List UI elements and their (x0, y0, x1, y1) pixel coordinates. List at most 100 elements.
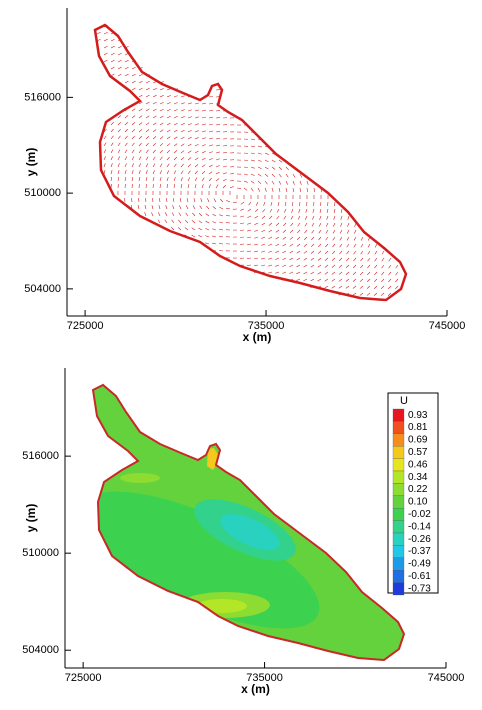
vector-arrow (145, 108, 150, 112)
vector-arrow (346, 250, 350, 255)
vector-arrow (171, 226, 175, 231)
vector-arrow (257, 159, 262, 162)
vector-arrow (192, 212, 196, 217)
vector-arrow (219, 221, 224, 224)
vector-arrow (178, 212, 182, 217)
vector-arrow (131, 142, 135, 147)
vector-arrow (219, 214, 224, 217)
vector-arrow (131, 122, 136, 126)
vector-arrow (145, 94, 150, 98)
vector-arrow (219, 198, 224, 203)
lake-boundary (91, 383, 406, 662)
vector-arrow (208, 144, 213, 147)
vector-arrow (261, 250, 266, 253)
vector-arrow (131, 149, 135, 154)
vector-arrow (283, 215, 287, 220)
vector-arrow (192, 205, 196, 210)
contour-north (120, 473, 160, 483)
vector-arrow (124, 66, 129, 70)
contour-field (93, 385, 404, 660)
legend-swatch (392, 446, 405, 459)
vector-arrow (283, 222, 287, 227)
vector-arrow (215, 110, 221, 112)
vector-arrow (215, 130, 220, 133)
vector-arrow (359, 285, 364, 289)
vector-arrow (215, 117, 221, 119)
legend-swatch (392, 532, 405, 546)
vector-arrow (194, 130, 199, 133)
vector-arrow (339, 229, 343, 234)
vector-arrow (186, 198, 189, 203)
vector-arrow (289, 243, 294, 247)
vector-arrow (179, 198, 182, 203)
vector-arrow (187, 109, 192, 112)
vector-arrow (345, 271, 350, 275)
vector-arrow (353, 264, 357, 269)
vector-arrow (299, 180, 302, 185)
vector-arrow (367, 243, 371, 248)
vector-arrow (264, 159, 269, 163)
legend-label: 0.10 (408, 497, 428, 508)
vector-arrow (194, 184, 197, 189)
legend-label: 0.81 (408, 422, 428, 433)
vector-arrow (179, 205, 182, 210)
vector-arrow (254, 236, 259, 239)
vector-arrow (240, 208, 245, 211)
vector-arrow (124, 142, 128, 147)
vector-arrow (312, 215, 315, 220)
vector-arrow (208, 164, 213, 168)
vector-arrow (352, 292, 357, 296)
vector-arrow (395, 278, 399, 283)
vector-arrow (103, 45, 108, 49)
vector-arrow (117, 135, 121, 140)
vector-arrow (145, 156, 149, 161)
vector-arrow (166, 184, 168, 189)
vector-arrow (166, 170, 170, 175)
vector-arrow (275, 243, 280, 247)
vector-arrow (229, 186, 234, 189)
vector-arrow (268, 243, 273, 246)
vector-arrow (215, 158, 220, 161)
vector-arrow (292, 180, 295, 185)
vector-arrow (353, 250, 357, 255)
vector-arrow (124, 73, 129, 77)
y-tick-label: 516000 (22, 450, 59, 462)
vector-arrow (296, 278, 301, 281)
vector-arrow (138, 163, 142, 168)
vector-arrow (296, 236, 301, 240)
vector-arrow (159, 88, 164, 91)
vector-arrow (159, 129, 164, 133)
vector-arrow (289, 271, 294, 274)
vector-arrow (159, 136, 164, 140)
vector-arrow (225, 215, 231, 217)
vector-arrow (275, 250, 280, 253)
vector-arrow (310, 271, 315, 275)
vector-arrow (366, 292, 371, 296)
vector-arrow (205, 228, 210, 231)
vector-arrow (145, 183, 147, 189)
vector-arrow (275, 271, 280, 274)
vector-arrow (215, 137, 220, 140)
vector-arrow (333, 208, 336, 213)
vector-arrow (313, 201, 315, 207)
vector-arrow (247, 215, 252, 218)
vector-arrow (289, 229, 294, 234)
vector-arrow (172, 205, 175, 210)
legend-swatch (392, 458, 405, 472)
legend-swatch (392, 408, 405, 422)
legend-label: 0.22 (408, 484, 428, 495)
vector-arrow (226, 207, 231, 210)
vector-arrow (381, 278, 385, 283)
vector-arrow (152, 129, 157, 133)
vector-arrow (380, 285, 385, 290)
vector-arrow (359, 271, 364, 276)
legend-swatch (392, 433, 405, 447)
vector-arrow (194, 109, 199, 112)
channel (207, 448, 220, 470)
vector-arrow (172, 198, 175, 203)
vector-arrow (166, 177, 169, 182)
vector-arrow (345, 264, 350, 269)
vector-arrow (310, 250, 315, 254)
vector-arrow (180, 95, 185, 98)
vector-arrow (173, 109, 178, 112)
